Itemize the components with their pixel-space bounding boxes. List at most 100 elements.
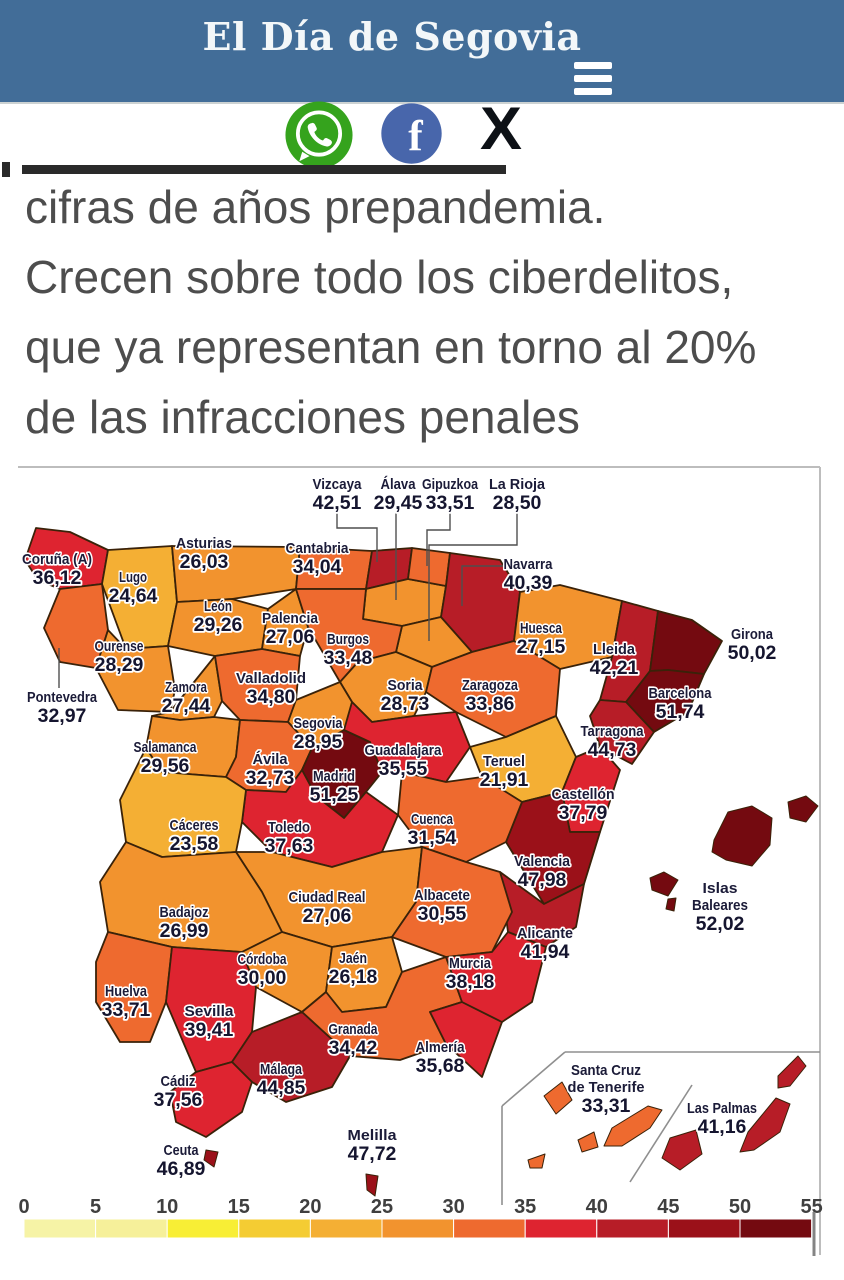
- scale-segment-2: [166, 1218, 240, 1239]
- province-label-castellon: Castellón: [552, 786, 615, 803]
- province-islasbaleares: [665, 897, 677, 912]
- province-label-ceuta: Ceuta: [164, 1142, 200, 1159]
- province-ourense: [95, 629, 176, 713]
- facebook-share-button[interactable]: f: [380, 102, 443, 165]
- province-value-ciudadreal: 27,06: [303, 905, 352, 927]
- province-label-malaga: Málaga: [260, 1061, 303, 1078]
- province-asturias: [171, 545, 301, 603]
- whatsapp-icon: [285, 101, 353, 169]
- province-value-albacete: 30,55: [418, 903, 467, 925]
- scale-tick-40: 40: [586, 1196, 608, 1218]
- province-label-jaen: Jaén: [339, 950, 367, 967]
- scale-segment-8: [596, 1218, 669, 1239]
- site-header: El Día de Segovia: [0, 0, 844, 104]
- province-label-badajoz: Badajoz: [160, 904, 209, 921]
- cropped-text-remnant: [22, 165, 506, 174]
- province-value-tarragona: 44,73: [588, 739, 637, 761]
- province-cuenca: [397, 771, 523, 863]
- province-value-madrid: 51,25: [310, 784, 359, 806]
- province-value-valladolid: 34,80: [247, 686, 296, 708]
- province-value-sevilla: 39,41: [185, 1019, 234, 1041]
- province-value-melilla: 47,72: [348, 1143, 397, 1165]
- province-value-zaragoza: 33,86: [466, 693, 515, 715]
- province-palencia: [261, 588, 309, 657]
- province-label-sevilla: Sevilla: [185, 1003, 235, 1020]
- province-label-laspalmas: Las Palmas: [687, 1100, 757, 1117]
- province-value-larioja: 28,50: [493, 492, 542, 514]
- province-value-jaen: 26,18: [329, 966, 378, 988]
- facebook-icon: f: [381, 103, 442, 164]
- whatsapp-share-button[interactable]: [284, 100, 354, 170]
- province-label-murcia: Murcia: [449, 955, 492, 972]
- scale-segment-7: [524, 1218, 598, 1239]
- province-value-asturias: 26,03: [180, 551, 229, 573]
- province-value-laspalmas: 41,16: [698, 1116, 747, 1138]
- province-label-toledo: Toledo: [268, 819, 310, 836]
- province-value-salamanca: 29,56: [141, 755, 190, 777]
- province-label-larioja: La Rioja: [489, 476, 546, 493]
- province-value-valencia: 47,98: [518, 869, 567, 891]
- scale-segment-6: [453, 1218, 526, 1239]
- province-almeria: [429, 1001, 503, 1078]
- province-label-guadalajara: Guadalajara: [365, 742, 443, 759]
- province-albacete: [391, 846, 513, 958]
- province-value-cordoba: 30,00: [238, 967, 287, 989]
- province-label-leon: León: [204, 598, 232, 615]
- province-value-alicante: 41,94: [521, 941, 570, 963]
- province-value-badajoz: 26,99: [160, 920, 209, 942]
- province-label-cordoba: Córdoba: [238, 951, 288, 968]
- province-value-navarra: 40,39: [504, 572, 553, 594]
- province-label-barcelona: Barcelona: [649, 685, 713, 702]
- province-label-islasbaleares: Baleares: [692, 897, 748, 914]
- menu-button[interactable]: [574, 62, 614, 100]
- province-value-cuenca: 31,54: [408, 827, 457, 849]
- scale-segment-0: [23, 1218, 97, 1239]
- province-toledo: [241, 769, 399, 868]
- province-value-ceuta: 46,89: [157, 1158, 206, 1180]
- province-value-pontevedra: 32,97: [38, 705, 87, 727]
- province-cadiz: [169, 1061, 253, 1138]
- x-share-button[interactable]: X: [468, 99, 533, 159]
- scale-tick-20: 20: [299, 1196, 321, 1218]
- province-value-gipuzkoa: 33,51: [426, 492, 475, 514]
- province-label-vizcaya: Vizcaya: [313, 476, 363, 493]
- scale-tick-35: 35: [514, 1196, 536, 1218]
- province-value-murcia: 38,18: [446, 971, 495, 993]
- province-value-cadiz: 37,56: [154, 1089, 203, 1111]
- cropped-text-remnant-edge: [2, 162, 10, 177]
- province-label-albacete: Albacete: [414, 887, 470, 904]
- province-value-lleida: 42,21: [590, 657, 639, 679]
- province-label-ourense: Ourense: [95, 638, 144, 655]
- article-headline: cifras de años prepandemia. Crecen sobre…: [25, 172, 837, 452]
- province-label-caceres: Cáceres: [170, 817, 219, 834]
- province-label-pontevedra: Pontevedra: [27, 689, 98, 706]
- province-value-lugo: 24,64: [109, 585, 158, 607]
- province-islasbaleares: [649, 871, 679, 897]
- province-santacruz: [527, 1153, 546, 1169]
- province-label-santacruz: Santa Cruz: [571, 1062, 641, 1079]
- province-label-islasbaleares: Islas: [703, 880, 738, 897]
- hamburger-icon: [574, 62, 612, 69]
- province-label-cuenca: Cuenca: [411, 811, 454, 828]
- label-leader-line: [461, 565, 512, 606]
- scale-end-mark: [812, 1212, 816, 1256]
- label-leader-line: [426, 513, 451, 566]
- province-value-soria: 28,73: [381, 693, 430, 715]
- province-label-palencia: Palencia: [262, 610, 319, 627]
- province-label-girona: Girona: [731, 626, 774, 643]
- province-islasbaleares: [787, 795, 819, 823]
- province-label-tarragona: Tarragona: [581, 723, 645, 740]
- province-label-segovia: Segovia: [294, 715, 344, 732]
- province-label-avila: Ávila: [253, 751, 289, 768]
- province-value-santacruz: 33,31: [582, 1095, 631, 1117]
- province-label-lleida: Lleida: [593, 641, 636, 658]
- province-laspalmas: [739, 1097, 791, 1153]
- canary-inset-border: [629, 1084, 693, 1183]
- province-label-huelva: Huelva: [105, 983, 148, 1000]
- canary-inset-border: [501, 1051, 566, 1107]
- province-zaragoza: [425, 640, 561, 738]
- province-label-teruel: Teruel: [483, 753, 525, 770]
- province-label-alava: Álava: [381, 476, 417, 493]
- province-islasbaleares: [711, 805, 773, 867]
